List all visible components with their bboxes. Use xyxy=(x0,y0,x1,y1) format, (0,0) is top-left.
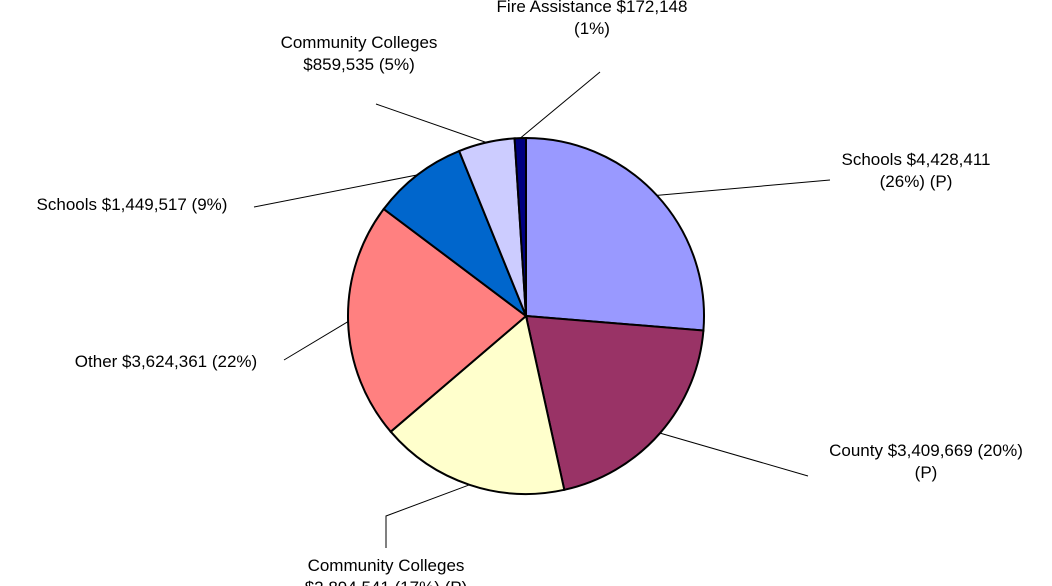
pie-slice-7 xyxy=(513,136,527,317)
slice-label-1: Schools $4,428,411 (26%) (P) xyxy=(841,150,990,191)
pie-slice-5 xyxy=(382,149,529,319)
pie-slice-4 xyxy=(347,207,528,434)
leader-line-2 xyxy=(659,432,809,477)
leader-line-1 xyxy=(656,179,831,196)
slice-label-line: Community Colleges xyxy=(308,556,465,575)
slice-label-7: Fire Assistance $172,148 (1%) xyxy=(497,0,688,38)
slice-label-2: County $3,409,669 (20%) (P) xyxy=(829,441,1023,482)
pie-slices xyxy=(347,136,705,495)
slice-label-6: Community Colleges $859,535 (5%) xyxy=(281,33,438,74)
leader-line-6 xyxy=(375,103,487,143)
leader-line-7 xyxy=(519,71,601,139)
slice-label-line: County $3,409,669 (20%) xyxy=(829,441,1023,460)
slice-label-5: Schools $1,449,517 (9%) xyxy=(37,195,228,214)
slice-label-line: $859,535 (5%) xyxy=(303,55,415,74)
slice-label-line: Schools $4,428,411 xyxy=(841,150,990,169)
leader-line-3 xyxy=(385,484,470,548)
slice-label-line: (P) xyxy=(915,463,938,482)
pie-slice-2 xyxy=(524,314,705,492)
slice-labels: Schools $4,428,411 (26%) (P) County $3,409… xyxy=(37,0,1023,586)
slice-label-4: Other $3,624,361 (22%) xyxy=(75,352,257,371)
pie-slice-1 xyxy=(525,136,705,332)
leader-line-5 xyxy=(253,174,418,208)
leader-lines xyxy=(253,71,831,548)
slice-label-line: Fire Assistance $172,148 xyxy=(497,0,688,16)
slice-label-line: $2,894,541 (17%) (P) xyxy=(305,578,468,586)
slice-label-line: Schools $1,449,517 (9%) xyxy=(37,195,228,214)
slice-label-line: Other $3,624,361 (22%) xyxy=(75,352,257,371)
slice-label-line: (26%) (P) xyxy=(880,172,953,191)
leader-line-4 xyxy=(283,321,349,361)
slice-label-line: (1%) xyxy=(574,19,610,38)
slice-label-3: Community Colleges $2,894,541 (17%) (P) xyxy=(305,556,468,586)
slice-label-line: Community Colleges xyxy=(281,33,438,52)
